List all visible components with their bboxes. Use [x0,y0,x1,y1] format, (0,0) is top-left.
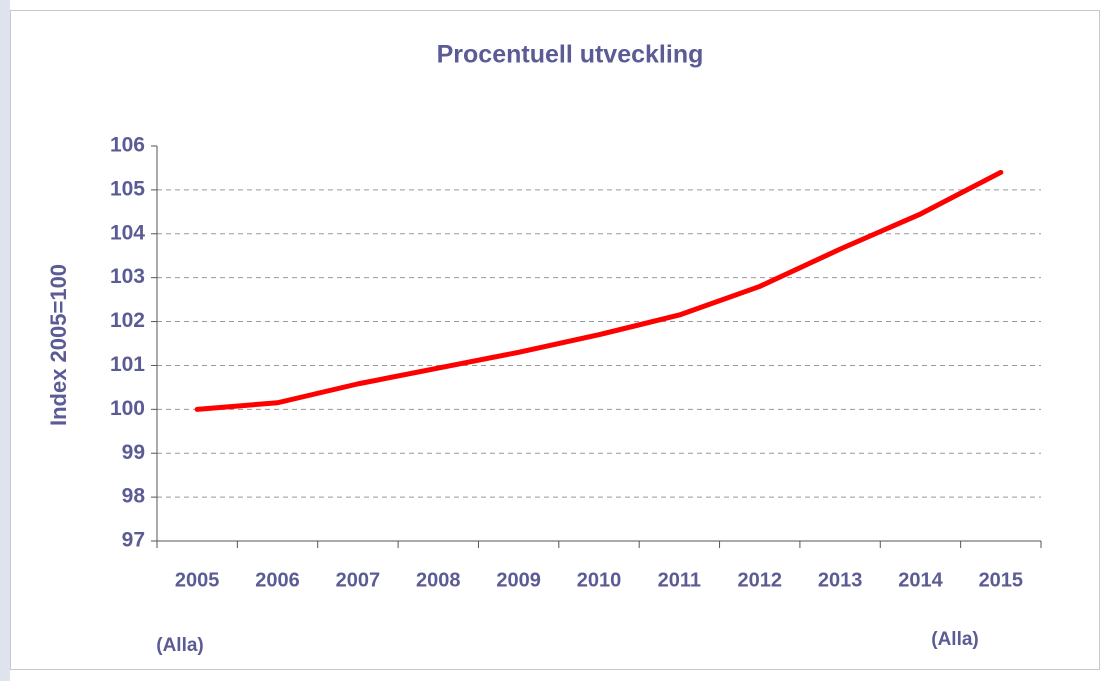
x-tick-label: 2011 [658,569,701,591]
y-tick-label: 100 [110,397,145,420]
chart-frame [10,10,1100,670]
y-tick-label: 101 [110,353,145,376]
x-tick-label: 2014 [898,569,943,591]
side-strip [0,0,10,681]
y-tick-label: 102 [110,309,145,332]
x-tick-label: 2013 [818,569,863,591]
x-tick-label: 2010 [577,569,622,591]
series-line [194,169,1004,412]
x-tick-label: 2012 [737,569,782,591]
y-tick-label: 104 [110,221,145,244]
y-tick-label: 99 [122,441,145,464]
annotation: (Alla) [156,635,204,656]
y-axis-label: Index 2005=100 [46,264,71,426]
x-tick-label: 2009 [496,569,541,591]
y-tick-label: 106 [110,134,145,157]
x-tick-label: 2008 [416,569,461,591]
y-tick-label: 97 [122,529,145,552]
y-tick-label: 98 [122,485,146,508]
x-tick-label: 2005 [175,569,220,591]
y-tick-label: 103 [110,265,145,288]
x-tick-label: 2006 [255,569,300,591]
y-tick-label: 105 [110,177,145,200]
x-tick-label: 2007 [336,569,381,591]
x-tick-label: 2015 [979,569,1024,591]
annotation: (Alla) [931,629,979,650]
chart-title: Procentuell utveckling [437,41,704,69]
